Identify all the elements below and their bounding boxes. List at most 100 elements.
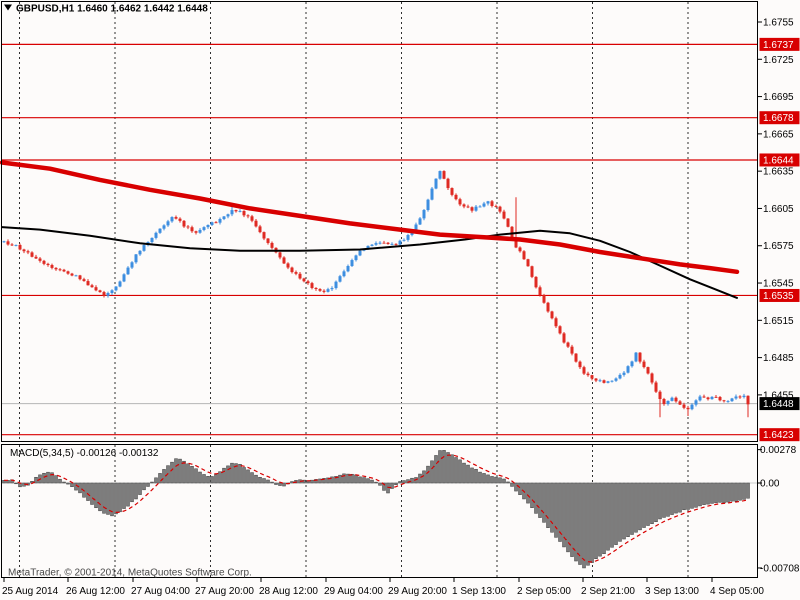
candle-body	[286, 263, 290, 268]
candle-body	[278, 252, 282, 258]
macd-histogram-bar	[102, 482, 106, 514]
macd-histogram-bar	[730, 482, 734, 502]
macd-histogram-bar	[194, 468, 198, 484]
macd-histogram-bar	[202, 474, 206, 484]
candle-body	[710, 396, 714, 400]
macd-histogram-bar	[246, 469, 250, 484]
candle-body	[98, 290, 102, 293]
moving-average-red-trend[interactable]	[0, 160, 740, 275]
macd-histogram-bar	[626, 482, 630, 537]
candle-body	[730, 398, 734, 402]
macd-histogram-bar	[390, 482, 394, 489]
macd-histogram-bar	[462, 462, 466, 484]
macd-histogram-bar	[658, 482, 662, 520]
macd-histogram-bar	[614, 482, 618, 545]
candle-body	[358, 250, 362, 256]
candle-body	[50, 265, 54, 268]
candle-body	[606, 381, 610, 383]
candle-body	[58, 269, 62, 271]
candle-body	[242, 210, 246, 216]
macd-histogram-bar	[678, 482, 682, 513]
macd-histogram-bar	[738, 482, 742, 501]
macd-histogram-bar	[478, 471, 482, 484]
candle-body	[310, 283, 314, 288]
macd-histogram-bar	[158, 473, 162, 484]
candle-body	[10, 244, 14, 246]
candle-body	[518, 247, 522, 252]
candle-body	[578, 361, 582, 368]
time-tick-label: 1 Sep 13:00	[452, 586, 506, 597]
candle-body	[62, 269, 66, 272]
level-price-badge: 1.6535	[759, 288, 800, 302]
macd-histogram-bar	[186, 463, 190, 484]
candle-body	[138, 250, 142, 255]
candle-body	[190, 227, 194, 232]
time-tick-label: 29 Aug 04:00	[324, 586, 383, 597]
macd-histogram-bar	[590, 482, 594, 563]
time-tick-label: 2 Sep 21:00	[581, 586, 635, 597]
candle-body	[198, 229, 202, 233]
candle-body	[466, 206, 470, 208]
symbol-dropdown-icon[interactable]	[4, 4, 12, 11]
price-axis[interactable]: 1.6755 1.6725 1.6695 1.6665 1.6635 1.6605 1.65…	[757, 18, 795, 402]
candle-body	[218, 219, 222, 223]
candle-body	[530, 266, 534, 277]
candle-body	[634, 352, 638, 362]
macd-histogram-bar	[114, 482, 118, 515]
candle-body	[270, 242, 274, 248]
candle-body	[426, 199, 430, 211]
macd-histogram-bar	[554, 482, 558, 538]
candle-body	[430, 188, 434, 200]
candle-body	[546, 302, 550, 312]
candle-body	[238, 210, 242, 212]
macd-histogram-bar	[634, 482, 638, 533]
price-tick-label: 1.6665	[763, 129, 794, 140]
candle-body	[478, 206, 482, 208]
macd-histogram-bar	[438, 450, 442, 484]
macd-histogram-bar	[126, 482, 130, 507]
macd-histogram-bar	[458, 459, 462, 484]
symbol-quote-line: GBPUSD,H1 1.6460 1.6462 1.6442 1.6448	[16, 4, 208, 15]
macd-histogram-bar	[354, 474, 358, 484]
candle-body	[586, 373, 590, 376]
macd-histogram-bar	[482, 473, 486, 484]
candle-body	[42, 260, 46, 264]
macd-histogram-bar	[46, 471, 50, 484]
macd-histogram-bar	[490, 476, 494, 484]
time-tick-label: 29 Aug 20:00	[388, 586, 447, 597]
macd-histogram-bar	[718, 482, 722, 503]
candle-body	[590, 375, 594, 379]
macd-histogram-bar	[674, 482, 678, 514]
macd-histogram-bar	[398, 481, 402, 484]
candle-body	[630, 361, 634, 367]
candle-body	[618, 374, 622, 379]
moving-average-black[interactable]	[1, 226, 738, 299]
macd-histogram-bar	[58, 478, 62, 484]
candle-body	[158, 228, 162, 233]
candle-body	[130, 262, 134, 268]
candle-body	[258, 226, 262, 233]
macd-histogram-bar	[78, 482, 82, 494]
time-tick-label: 28 Aug 12:00	[259, 586, 318, 597]
candle-body	[126, 267, 130, 275]
time-axis[interactable]: 25 Aug 2014 26 Aug 12:00 27 Aug 04:00 27 Au…	[2, 578, 764, 597]
candle-body	[334, 281, 338, 289]
macd-histogram-bar	[174, 458, 178, 484]
macd-histogram-bar	[274, 482, 278, 485]
macd-histogram-bar	[362, 477, 366, 484]
candle-body	[378, 242, 382, 244]
macd-histogram-bar	[642, 482, 646, 528]
macd-histogram-bar	[118, 482, 122, 513]
candle-body	[486, 201, 490, 204]
macd-histogram-bar	[162, 469, 166, 484]
macd-histogram-bar	[146, 482, 150, 487]
badge-label: 1.6644	[763, 155, 794, 166]
badge-label: 1.6737	[763, 40, 794, 51]
macd-axis[interactable]: 0.00278 0.00 -0.00708	[757, 445, 800, 574]
macd-histogram-bar	[486, 474, 490, 484]
candle-body	[398, 240, 402, 245]
candle-body	[482, 203, 486, 207]
price-tick-label: 1.6515	[763, 316, 794, 327]
candle-body	[470, 207, 474, 211]
